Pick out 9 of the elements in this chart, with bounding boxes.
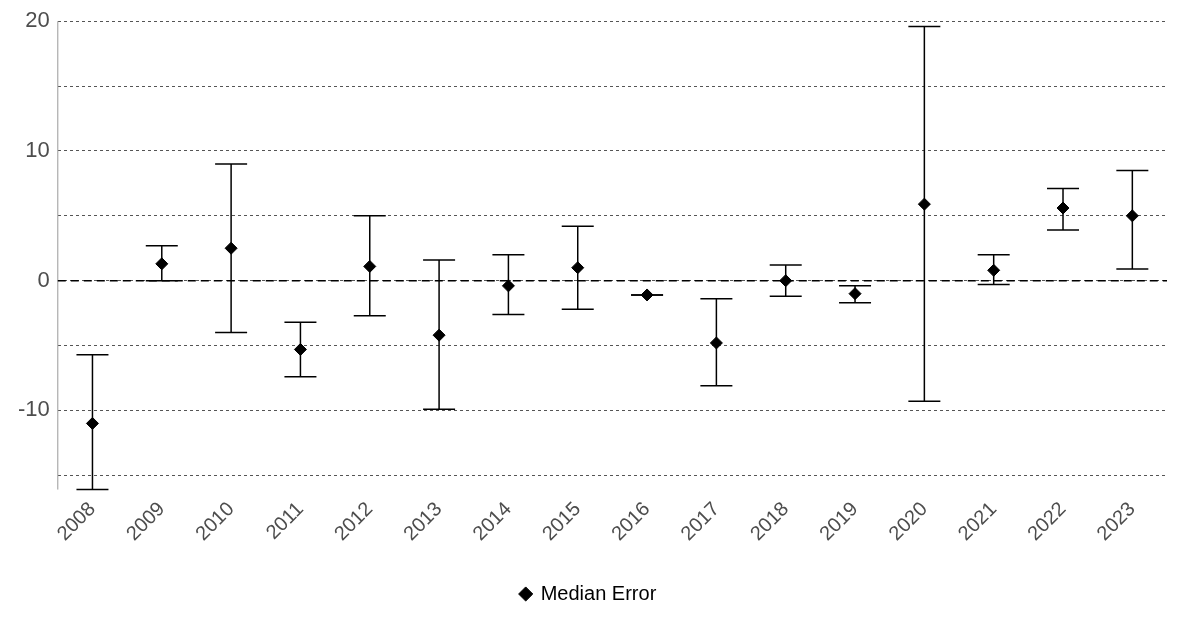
y-tick-label: 20 bbox=[25, 7, 50, 33]
point bbox=[501, 279, 515, 293]
y-tick-label: 10 bbox=[25, 137, 50, 162]
point bbox=[709, 336, 723, 350]
point bbox=[917, 197, 931, 211]
y-tick-label: -10 bbox=[18, 396, 50, 422]
y-tick-label: 0 bbox=[37, 266, 50, 292]
legend-label: Median Error bbox=[540, 581, 657, 604]
point bbox=[1125, 209, 1139, 223]
